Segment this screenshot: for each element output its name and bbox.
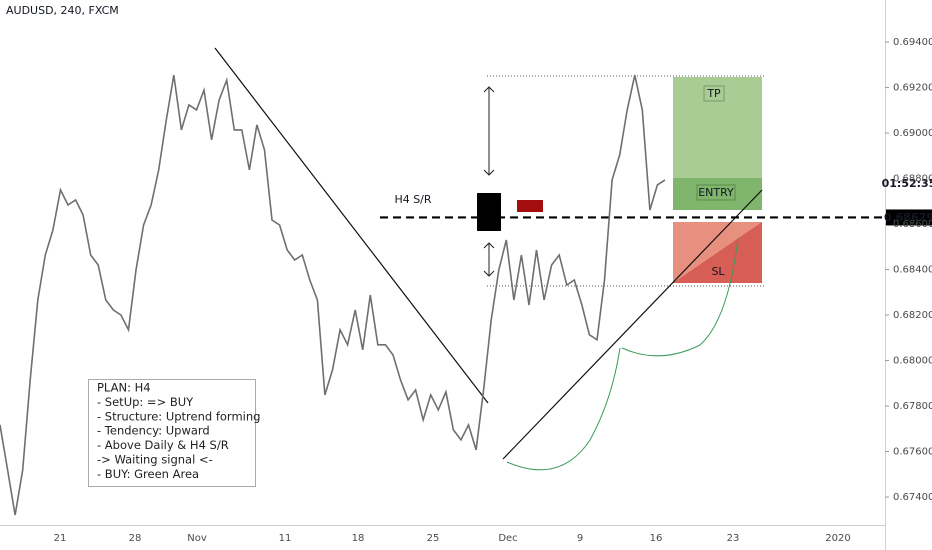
y-tick-label: 0.69000 xyxy=(893,128,932,139)
y-tick-label: 0.67600 xyxy=(893,447,932,458)
plan-line: - Tendency: Upward xyxy=(97,424,210,438)
plan-line: - Structure: Uptrend forming xyxy=(97,409,260,423)
range-arrows xyxy=(483,86,495,277)
y-tick-label: 0.68200 xyxy=(893,310,932,321)
trendline-up xyxy=(502,189,763,460)
x-tick-label: 25 xyxy=(427,533,440,544)
y-tick-label: 0.69200 xyxy=(893,83,932,94)
price-line xyxy=(0,74,666,516)
plan-line: PLAN: H4 xyxy=(97,381,151,395)
red-marker xyxy=(517,200,543,212)
countdown-bg xyxy=(886,175,932,192)
plan-box xyxy=(88,379,256,487)
plan-line: - Above Daily & H4 S/R xyxy=(97,438,229,452)
y-tick-label: 0.69400 xyxy=(893,37,932,48)
plan-line: -> Waiting signal <- xyxy=(97,453,213,467)
y-tick-label: 0.67800 xyxy=(893,401,932,412)
x-tick-label: 21 xyxy=(54,533,67,544)
x-tick-label: 2020 xyxy=(825,533,850,544)
entry-label-box xyxy=(696,184,736,201)
x-tick-label: Nov xyxy=(187,533,207,544)
sl-label: SL xyxy=(711,265,725,278)
x-tick-label: 23 xyxy=(727,533,740,544)
countdown: 01:52:35 xyxy=(882,177,932,190)
entry-label: ENTRY xyxy=(698,186,734,199)
sl-zone-dark xyxy=(673,222,762,283)
x-tick-label: 28 xyxy=(129,533,142,544)
last-price-label: 0.68629 xyxy=(884,211,932,224)
y-tick-label: 0.68600 xyxy=(893,219,932,230)
sr-label: H4 S/R xyxy=(394,193,431,206)
y-tick-label: 0.68800 xyxy=(893,174,932,185)
candle-marker xyxy=(477,193,501,231)
plan-text: PLAN: H4- SetUp: => BUY- Structure: Uptr… xyxy=(97,381,260,481)
x-tick-label: 11 xyxy=(279,533,292,544)
y-tick-label: 0.68400 xyxy=(893,265,932,276)
price-label-bg xyxy=(886,209,932,226)
x-tick-label: 9 xyxy=(577,533,583,544)
tp-label: TP xyxy=(706,87,721,100)
overlay: 0.68629 01:52:35 xyxy=(380,175,932,226)
y-tick-label: 0.68000 xyxy=(893,356,932,367)
y-tick-label: 0.67400 xyxy=(893,492,932,503)
tp-label-box xyxy=(703,85,725,102)
plan-line: - BUY: Green Area xyxy=(97,467,199,481)
x-tick-label: 18 xyxy=(352,533,365,544)
projection-arc xyxy=(506,347,621,471)
x-tick-label: Dec xyxy=(498,533,517,544)
trendline-down xyxy=(214,47,489,404)
plan-line: - SetUp: => BUY xyxy=(97,395,194,409)
x-tick-label: 16 xyxy=(650,533,663,544)
chart-title: AUDUSD, 240, FXCM xyxy=(6,4,119,17)
projection-arc xyxy=(621,237,739,357)
